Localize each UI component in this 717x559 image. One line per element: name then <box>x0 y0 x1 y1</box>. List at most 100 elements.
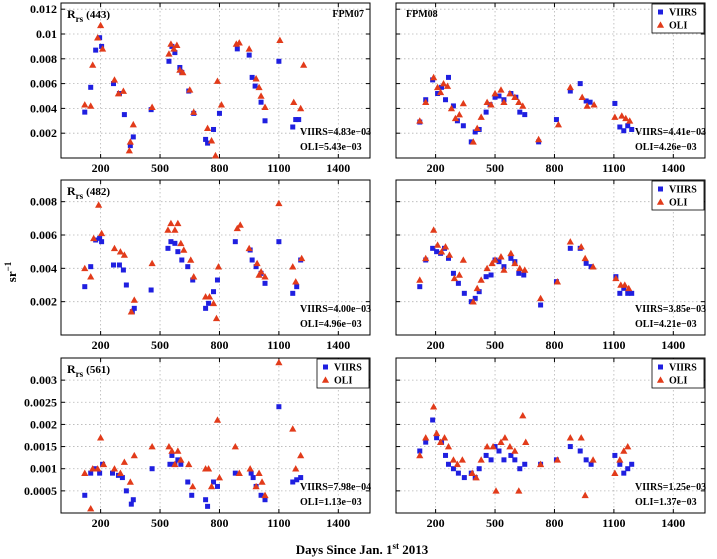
oli-point <box>245 244 253 252</box>
y-tick-label: 0.006 <box>30 77 57 91</box>
oli-point <box>624 442 632 450</box>
viirs-point <box>445 255 451 261</box>
oli-point <box>500 98 508 105</box>
oli-point <box>275 199 283 207</box>
x-tick-label: 1400 <box>661 338 685 352</box>
oli-point <box>126 478 134 485</box>
viirs-point <box>621 285 627 291</box>
oli-point <box>255 271 263 278</box>
x-tick-label: 800 <box>545 338 563 352</box>
oli-point <box>483 442 491 450</box>
oli-point <box>180 246 188 253</box>
viirs-point <box>496 93 502 99</box>
viirs-point <box>172 50 178 56</box>
oli-point <box>439 80 448 87</box>
viirs-point <box>629 290 635 296</box>
viirs-point <box>110 81 116 87</box>
rmse-annotation: VIIRS=7.98e−04 <box>300 482 371 493</box>
oli-point <box>616 456 624 463</box>
x-tick-label: 1100 <box>267 161 290 175</box>
oli-point <box>165 442 173 450</box>
viirs-point <box>130 497 136 503</box>
rmse-annotation: VIIRS=4.41e−03 <box>635 127 706 138</box>
viirs-point <box>435 91 441 97</box>
viirs-point <box>483 274 489 280</box>
viirs-point <box>99 43 105 49</box>
legend-viirs-marker <box>658 9 663 15</box>
y-tick-label: 0.006 <box>30 228 57 242</box>
plot-frame <box>60 179 371 336</box>
y-tick-label: 0.008 <box>30 52 57 66</box>
oli-point <box>515 98 523 105</box>
oli-point <box>507 249 515 257</box>
viirs-point <box>88 84 94 90</box>
oli-point <box>203 124 212 132</box>
viirs-point <box>430 417 436 423</box>
rmse-annotation: VIIRS=1.25e−03 <box>635 482 706 493</box>
oli-point <box>422 254 430 262</box>
oli-point <box>449 456 458 463</box>
y-tick-label: 0.0015 <box>24 440 57 454</box>
viirs-point <box>430 245 436 251</box>
oli-point <box>87 273 95 280</box>
x-tick-label: 1400 <box>661 161 685 175</box>
legend-box <box>651 358 705 389</box>
viirs-point <box>232 470 238 476</box>
oli-point <box>114 89 123 97</box>
x-tick-label: 800 <box>210 338 228 352</box>
oli-point <box>459 99 467 107</box>
legend-oli-marker <box>321 376 330 383</box>
oli-point <box>589 263 597 270</box>
viirs-point <box>232 239 238 245</box>
viirs-point <box>119 475 125 481</box>
viirs-point <box>517 466 523 472</box>
oli-point <box>453 460 462 468</box>
viirs-point <box>417 448 423 454</box>
oli-point <box>290 98 298 105</box>
viirs-point <box>517 109 523 115</box>
oli-point <box>116 469 125 476</box>
viirs-point <box>123 488 129 494</box>
x-tick-label: 1100 <box>602 516 625 530</box>
oli-point <box>491 256 499 263</box>
oli-point <box>261 273 269 280</box>
oli-point <box>625 284 633 292</box>
oli-point <box>110 76 119 83</box>
legend-box <box>316 358 370 389</box>
oli-point <box>497 86 505 93</box>
viirs-point <box>276 404 282 410</box>
oli-point <box>177 239 185 247</box>
panel-p482b: 200 500 800 1100 1400 VIIRS=3.85e−03 OLI=4.21e… <box>395 179 706 352</box>
viirs-point <box>423 439 429 445</box>
viirs-point <box>250 475 256 481</box>
oli-point <box>212 314 221 322</box>
rmse-annotation: OLI=1.13e−03 <box>300 497 362 508</box>
oli-point <box>458 456 466 463</box>
oli-point <box>186 86 194 93</box>
oli-point <box>298 254 306 262</box>
viirs-point <box>97 235 103 241</box>
band-title: Rrs (443) <box>67 7 110 24</box>
oli-point <box>209 299 218 307</box>
oli-point <box>233 224 241 232</box>
oli-point <box>437 248 446 255</box>
oli-point <box>612 274 620 282</box>
oli-point <box>217 101 226 108</box>
oli-point <box>443 82 452 89</box>
oli-point <box>578 93 586 101</box>
y-axis-label: sr−1 <box>3 261 19 282</box>
legend-viirs-marker <box>658 186 663 192</box>
viirs-point <box>617 461 623 467</box>
panel-p443b: 200 500 800 1100 1400 FPM08 VIIRS=4.41e−03 OLI=… <box>395 2 706 175</box>
oli-point <box>473 284 481 292</box>
oli-point <box>497 438 505 445</box>
legend-label: VIIRS <box>669 8 697 19</box>
oli-point <box>581 254 589 262</box>
oli-point <box>500 266 508 273</box>
oli-point <box>553 456 562 463</box>
plot-frame <box>395 357 706 514</box>
oli-point <box>97 21 105 29</box>
viirs-point <box>166 58 172 64</box>
band-title: Rrs (482) <box>67 184 110 201</box>
viirs-point <box>434 435 440 441</box>
